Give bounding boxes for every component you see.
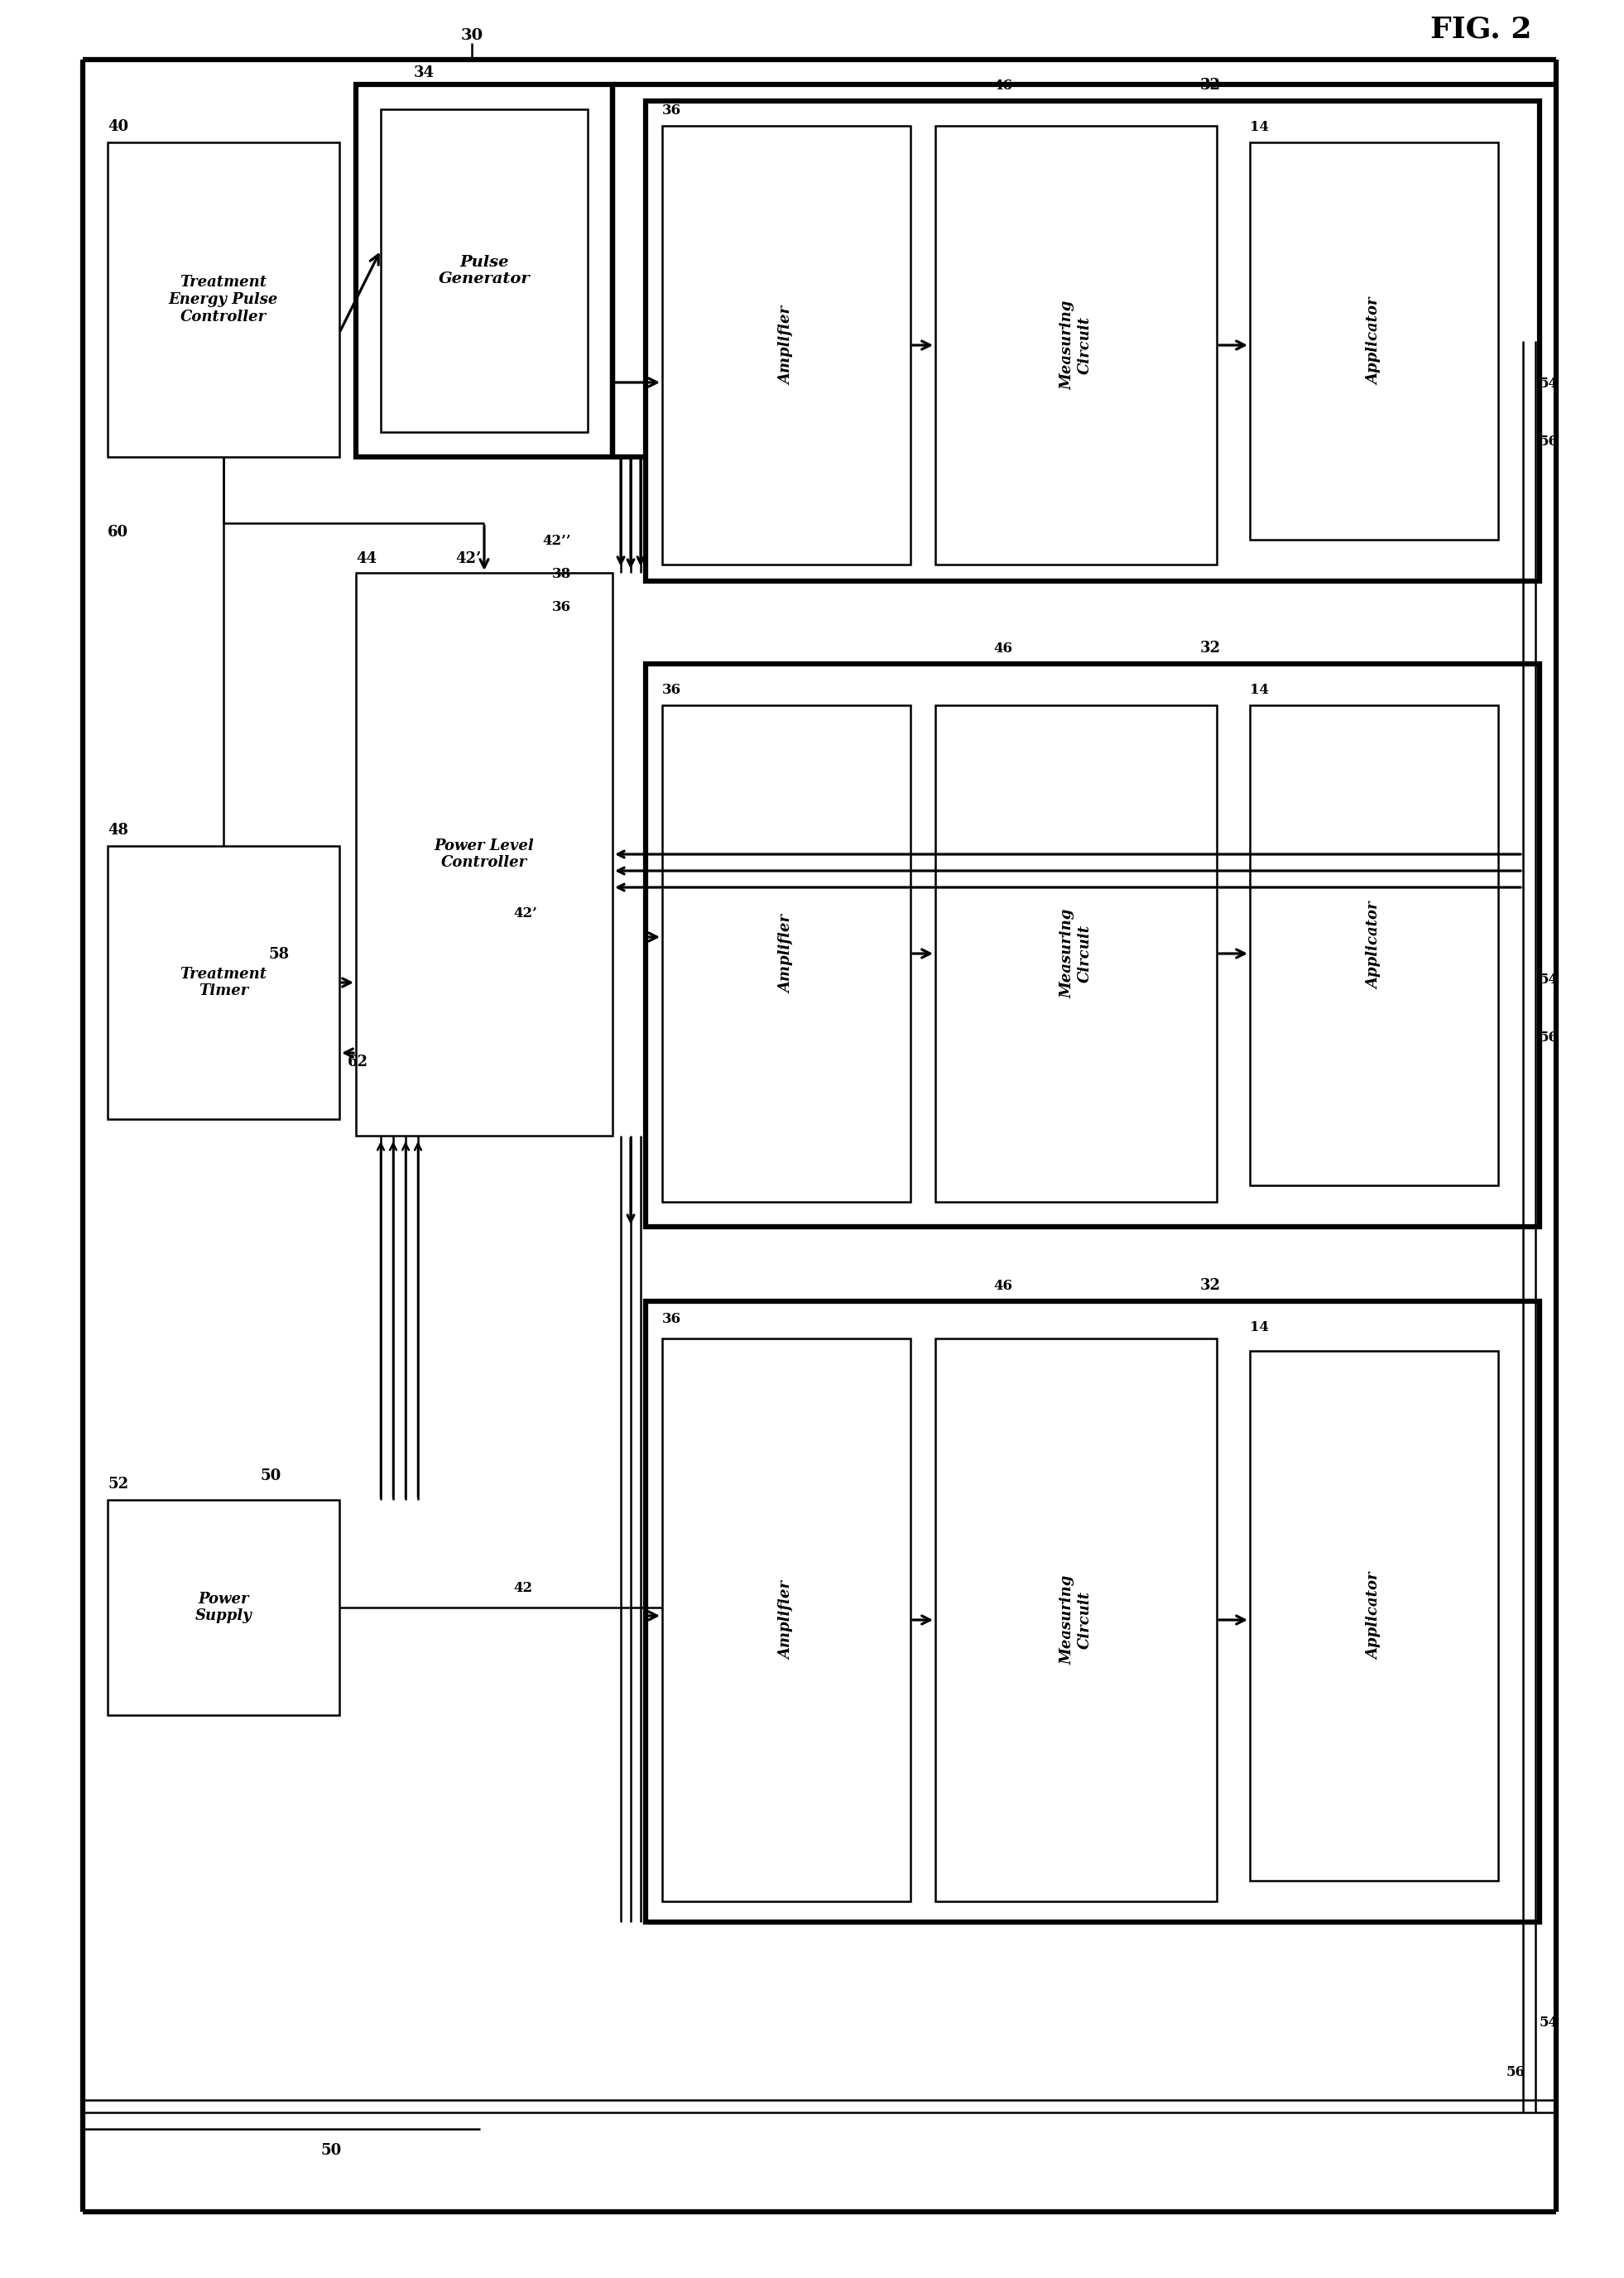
Text: Amplifier: Amplifier (780, 913, 794, 993)
Text: FIG. 2: FIG. 2 (1429, 16, 1531, 43)
Bar (107, 1499, 339, 1715)
Bar (646, 663, 1540, 1228)
Text: 14: 14 (1250, 1321, 1268, 1335)
Text: 14: 14 (1250, 683, 1268, 697)
Text: Treatment
Energy Pulse
Controller: Treatment Energy Pulse Controller (169, 276, 278, 323)
Text: 42’’: 42’’ (542, 533, 572, 549)
Text: 62: 62 (348, 1055, 369, 1068)
Text: 58: 58 (270, 948, 289, 961)
Text: Measuring
Circuit: Measuring Circuit (1060, 909, 1091, 998)
Text: 42’: 42’ (455, 551, 481, 567)
Text: 54: 54 (1540, 376, 1559, 392)
Text: 14: 14 (1250, 121, 1268, 134)
Bar (1250, 144, 1499, 540)
Bar (356, 84, 612, 458)
Bar (646, 100, 1540, 581)
Text: 46: 46 (994, 1278, 1012, 1294)
Bar (663, 1339, 911, 1902)
Text: 50: 50 (260, 1469, 281, 1483)
Text: 54: 54 (1540, 973, 1559, 986)
Text: 34: 34 (414, 66, 435, 80)
Text: 36: 36 (663, 1312, 682, 1326)
Text: 44: 44 (356, 551, 377, 567)
Text: 32: 32 (1200, 640, 1221, 656)
Text: Measuring
Circuit: Measuring Circuit (1060, 1574, 1091, 1665)
Text: 30: 30 (461, 27, 482, 43)
Text: 50: 50 (320, 2144, 341, 2157)
Text: 36: 36 (663, 103, 682, 118)
Bar (646, 1301, 1540, 1923)
Bar (107, 144, 339, 458)
Text: Applicator: Applicator (1366, 1572, 1382, 1658)
Bar (107, 845, 339, 1118)
Text: 38: 38 (552, 567, 572, 581)
Text: Amplifier: Amplifier (780, 1581, 794, 1658)
Text: 32: 32 (1200, 77, 1221, 93)
Text: 56: 56 (1507, 2066, 1525, 2080)
Bar (1250, 1351, 1499, 1882)
Text: Power Level
Controller: Power Level Controller (434, 838, 534, 870)
Bar (935, 1339, 1216, 1902)
Text: 56: 56 (1540, 435, 1559, 449)
Text: 40: 40 (107, 118, 128, 134)
Text: 32: 32 (1200, 1278, 1221, 1294)
Bar (1250, 706, 1499, 1185)
Text: 36: 36 (663, 683, 682, 697)
Text: 52: 52 (107, 1476, 128, 1492)
Text: 42’: 42’ (513, 907, 538, 920)
Text: Pulse
Generator: Pulse Generator (438, 255, 529, 287)
Text: Applicator: Applicator (1366, 902, 1382, 989)
Text: 56: 56 (1540, 1030, 1559, 1046)
Text: 48: 48 (107, 822, 128, 838)
Text: Treatment
Timer: Treatment Timer (180, 966, 266, 998)
Bar (935, 125, 1216, 565)
Text: 54: 54 (1540, 2016, 1559, 2030)
Bar (663, 125, 911, 565)
Text: Power
Supply: Power Supply (195, 1592, 252, 1624)
Text: 36: 36 (552, 599, 572, 615)
Text: Amplifier: Amplifier (780, 305, 794, 385)
Text: 42: 42 (513, 1581, 533, 1595)
Text: 46: 46 (994, 642, 1012, 656)
Text: Measuring
Circuit: Measuring Circuit (1060, 301, 1091, 390)
Text: 46: 46 (994, 80, 1012, 93)
Bar (663, 706, 911, 1203)
Text: 60: 60 (107, 524, 128, 540)
Bar (380, 109, 588, 433)
Bar (356, 572, 612, 1137)
Bar (935, 706, 1216, 1203)
Text: Applicator: Applicator (1366, 298, 1382, 385)
